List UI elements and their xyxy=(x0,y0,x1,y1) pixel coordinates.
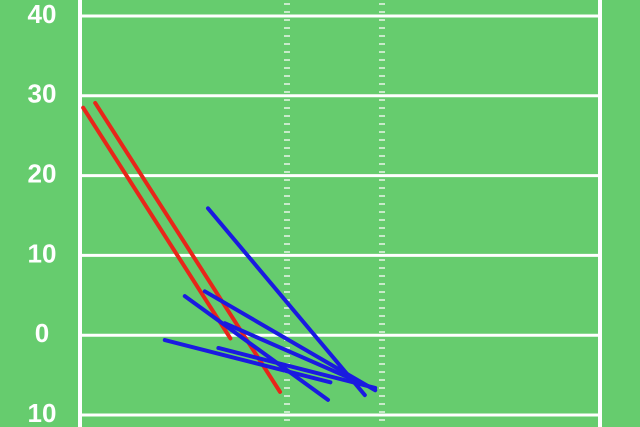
y-tick-label: 40 xyxy=(28,0,57,29)
pass-line xyxy=(182,294,330,402)
pass-line xyxy=(222,321,353,381)
pass-line xyxy=(206,206,367,398)
y-tick-label: 0 xyxy=(35,318,49,348)
y-tick-label: 20 xyxy=(28,158,57,188)
y-tick-label: 10 xyxy=(28,238,57,268)
y-tick-label: 30 xyxy=(28,79,57,109)
pass-line xyxy=(81,105,233,341)
pass-line xyxy=(216,345,378,390)
pass-line xyxy=(202,289,378,393)
pass-line xyxy=(162,338,333,385)
y-tick-label: 10 xyxy=(28,398,57,427)
